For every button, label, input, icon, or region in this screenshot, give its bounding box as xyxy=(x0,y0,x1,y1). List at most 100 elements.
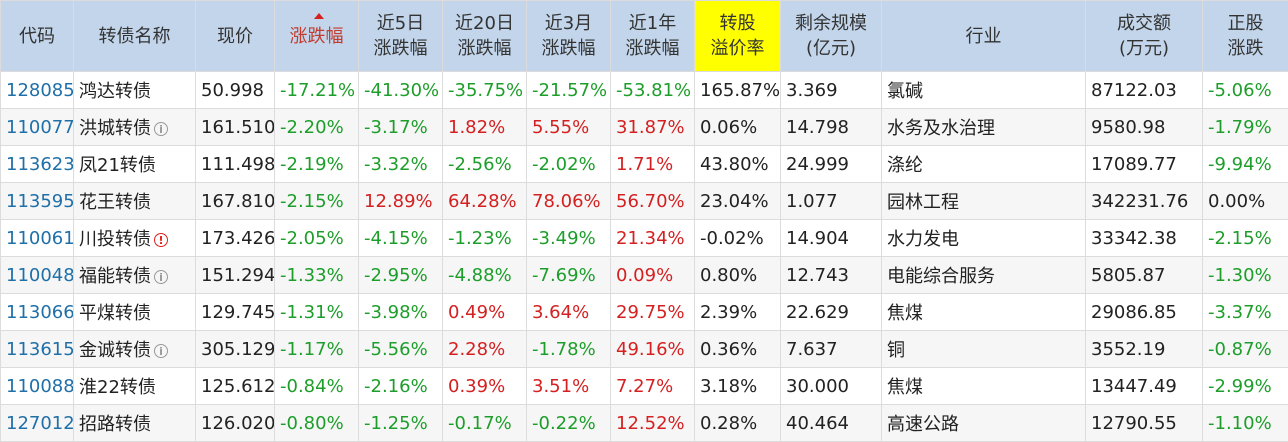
bond-name[interactable]: 川投转债 xyxy=(79,229,151,250)
cell-value: -2.95% xyxy=(364,265,428,286)
cell-value: -0.02% xyxy=(700,228,764,249)
bond-name[interactable]: 福能转债 xyxy=(79,266,151,287)
cell-code[interactable]: 127012 xyxy=(1,405,74,442)
cell-value: -1.30% xyxy=(1208,265,1272,286)
bond-name[interactable]: 花王转债 xyxy=(79,192,151,213)
bond-name[interactable]: 凤21转债 xyxy=(79,155,156,176)
cell-name[interactable]: 鸿达转债 xyxy=(74,72,196,109)
cell-value: -3.98% xyxy=(364,302,428,323)
cell-y1: 56.70% xyxy=(611,183,695,220)
cell-code[interactable]: 113623 xyxy=(1,146,74,183)
cell-code[interactable]: 113595 xyxy=(1,183,74,220)
bond-name[interactable]: 招路转债 xyxy=(79,414,151,435)
cell-code[interactable]: 113066 xyxy=(1,294,74,331)
column-header-turnover[interactable]: 成交额(万元) xyxy=(1086,1,1203,72)
bond-code-link[interactable]: 113066 xyxy=(6,302,74,323)
column-header-change-5d[interactable]: 近5日涨跌幅 xyxy=(359,1,443,72)
column-header-change[interactable]: 涨跌幅 xyxy=(275,1,359,72)
cell-premium: -0.02% xyxy=(695,220,781,257)
cell-industry: 园林工程 xyxy=(882,183,1086,220)
cell-value: 78.06% xyxy=(532,191,601,212)
column-header-industry[interactable]: 行业 xyxy=(882,1,1086,72)
cell-code[interactable]: 110048 xyxy=(1,257,74,294)
bond-name[interactable]: 鸿达转债 xyxy=(79,81,151,102)
bond-name[interactable]: 金诚转债 xyxy=(79,340,151,361)
cell-code[interactable]: 110077 xyxy=(1,109,74,146)
info-circle-icon[interactable]: i xyxy=(154,344,168,358)
column-header-name[interactable]: 转债名称 xyxy=(74,1,196,72)
column-header-conversion-premium[interactable]: 转股溢价率 xyxy=(695,1,781,72)
sort-desc-icon[interactable] xyxy=(313,13,325,21)
cell-value: 3.18% xyxy=(700,376,757,397)
bond-code-link[interactable]: 110061 xyxy=(6,228,74,249)
cell-scale: 14.904 xyxy=(781,220,882,257)
column-header-price[interactable]: 现价 xyxy=(196,1,275,72)
cell-value: 1.82% xyxy=(448,117,505,138)
cell-d5: -41.30% xyxy=(359,72,443,109)
column-header-stock-change[interactable]: 正股涨跌 xyxy=(1203,1,1288,72)
cell-premium: 165.87% xyxy=(695,72,781,109)
bond-code-link[interactable]: 110088 xyxy=(6,376,74,397)
cell-name[interactable]: 招路转债 xyxy=(74,405,196,442)
info-circle-icon[interactable]: i xyxy=(154,270,168,284)
cell-code[interactable]: 110088 xyxy=(1,368,74,405)
bond-name[interactable]: 淮22转债 xyxy=(79,377,156,398)
cell-value: 167.810 xyxy=(201,191,275,212)
bond-code-link[interactable]: 110077 xyxy=(6,117,74,138)
cell-d20: -35.75% xyxy=(443,72,527,109)
cell-turnover: 33342.38 xyxy=(1086,220,1203,257)
cell-stock-chg: 0.00% xyxy=(1203,183,1288,220)
cell-value: 0.06% xyxy=(700,117,757,138)
cell-code[interactable]: 110061 xyxy=(1,220,74,257)
cell-value: 50.998 xyxy=(201,80,264,101)
cell-value: -2.56% xyxy=(448,154,512,175)
cell-value: 水务及水治理 xyxy=(887,118,995,139)
bond-code-link[interactable]: 113595 xyxy=(6,191,74,212)
cell-value: -1.78% xyxy=(532,339,596,360)
cell-premium: 43.80% xyxy=(695,146,781,183)
cell-d20: 2.28% xyxy=(443,331,527,368)
cell-code[interactable]: 113615 xyxy=(1,331,74,368)
cell-value: -53.81% xyxy=(616,80,691,101)
bond-code-link[interactable]: 128085 xyxy=(6,80,74,101)
cell-name[interactable]: 川投转债! xyxy=(74,220,196,257)
column-header-change-1y[interactable]: 近1年涨跌幅 xyxy=(611,1,695,72)
warning-circle-icon[interactable]: ! xyxy=(154,233,168,247)
bond-code-link[interactable]: 110048 xyxy=(6,265,74,286)
bond-name[interactable]: 平煤转债 xyxy=(79,303,151,324)
cell-name[interactable]: 花王转债 xyxy=(74,183,196,220)
cell-code[interactable]: 128085 xyxy=(1,72,74,109)
column-header-change-20d[interactable]: 近20日涨跌幅 xyxy=(443,1,527,72)
bond-code-link[interactable]: 127012 xyxy=(6,413,74,434)
cell-name[interactable]: 凤21转债 xyxy=(74,146,196,183)
bond-code-link[interactable]: 113615 xyxy=(6,339,74,360)
cell-name[interactable]: 淮22转债 xyxy=(74,368,196,405)
cell-value: 铜 xyxy=(887,340,905,361)
column-header-change-3m[interactable]: 近3月涨跌幅 xyxy=(527,1,611,72)
column-header-code[interactable]: 代码 xyxy=(1,1,74,72)
cell-chg: -2.19% xyxy=(275,146,359,183)
cell-value: 125.612 xyxy=(201,376,275,397)
cell-name[interactable]: 平煤转债 xyxy=(74,294,196,331)
bond-name[interactable]: 洪城转债 xyxy=(79,118,151,139)
column-header-remaining-scale[interactable]: 剩余规模(亿元) xyxy=(781,1,882,72)
cell-value: 129.745 xyxy=(201,302,275,323)
cell-industry: 涤纶 xyxy=(882,146,1086,183)
info-circle-icon[interactable]: i xyxy=(154,122,168,136)
bond-code-link[interactable]: 113623 xyxy=(6,154,74,175)
cell-industry: 焦煤 xyxy=(882,368,1086,405)
cell-scale: 24.999 xyxy=(781,146,882,183)
